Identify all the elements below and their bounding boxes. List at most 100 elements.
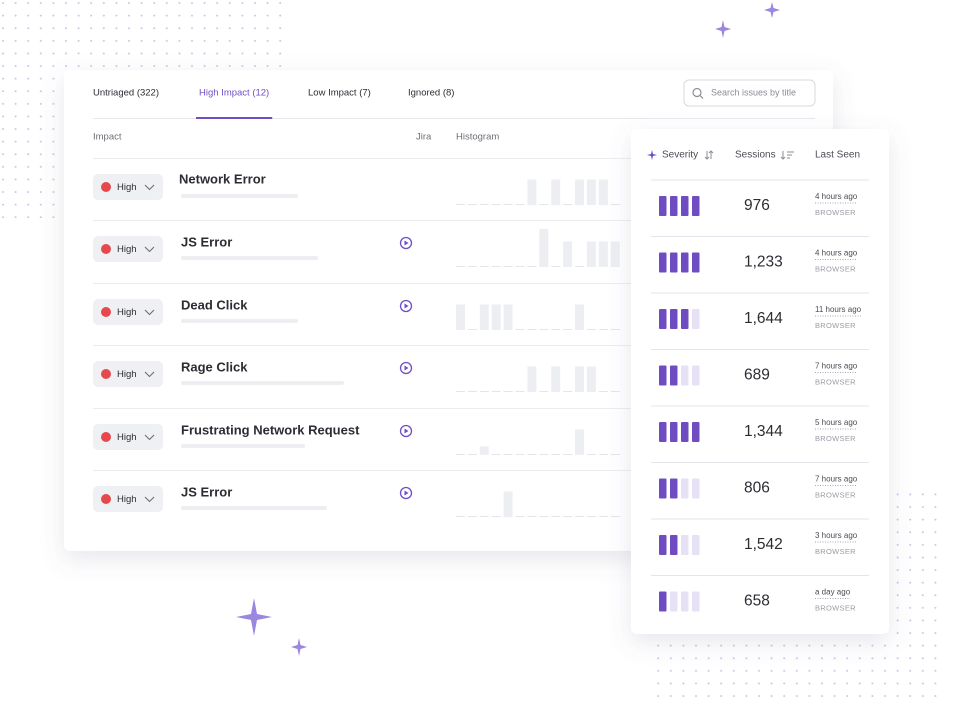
severity-segment [692, 365, 700, 386]
last-seen: 7 hours ago [815, 362, 858, 371]
histogram-bar [551, 266, 561, 267]
severity-segment [681, 422, 689, 442]
jira-icon [404, 490, 409, 496]
histogram-bar [503, 266, 513, 267]
histogram-bar [527, 266, 537, 267]
issue-title[interactable]: Rage Click [181, 359, 248, 374]
tab[interactable]: High Impact (12) [199, 88, 269, 99]
impact-pill[interactable] [93, 424, 163, 450]
histogram-bar [503, 391, 513, 392]
histogram-bar [503, 491, 513, 517]
severity-segment [670, 365, 678, 386]
histogram-bar [575, 304, 584, 330]
histogram-bar [515, 391, 525, 392]
histogram-bar [503, 204, 513, 205]
histogram-bar [563, 241, 573, 267]
histogram-bar [503, 454, 513, 455]
severity-card: Severity Sessions Last Seen 976 4 hours ago B… [631, 129, 889, 634]
histogram-bar [456, 391, 465, 392]
severity-segment [681, 252, 689, 273]
jira-icon [404, 365, 409, 371]
impact-label: High [117, 307, 137, 318]
impact-dot [101, 307, 111, 317]
histogram-bar [467, 454, 477, 455]
issue-title[interactable]: Network Error [179, 171, 266, 186]
sessions: 1,344 [744, 423, 783, 440]
histogram-bar [586, 329, 596, 330]
impact-pill[interactable] [93, 299, 163, 325]
histogram-bar [539, 516, 549, 517]
histogram-bar [586, 516, 596, 517]
histogram-bar [515, 204, 525, 205]
issue-title[interactable]: JS Error [181, 234, 232, 249]
histogram-bar [610, 204, 620, 205]
histogram-bar [586, 179, 596, 205]
histogram-bar [491, 204, 501, 205]
jira-icon[interactable] [399, 299, 413, 313]
histogram-bar [527, 366, 537, 392]
last-seen: a day ago [815, 588, 851, 597]
histogram-bar [515, 266, 525, 267]
severity-segment [681, 591, 689, 612]
issue-title[interactable]: Dead Click [181, 297, 248, 312]
histogram-bar [610, 329, 620, 330]
sessions: 689 [744, 367, 770, 384]
histogram-bar [598, 329, 608, 330]
jira-icon[interactable] [399, 486, 413, 500]
histogram-bar [456, 204, 465, 205]
impact-pill[interactable] [93, 486, 163, 512]
tab[interactable]: Untriaged (322) [93, 88, 159, 99]
impact-label: High [117, 182, 137, 193]
histogram-bar [551, 516, 561, 517]
issue-title[interactable]: Frustrating Network Request [181, 422, 360, 437]
impact-pill[interactable] [93, 361, 163, 387]
histogram-bar [575, 266, 584, 267]
chevron [144, 371, 155, 378]
jira-icon[interactable] [399, 361, 413, 375]
severity-segment [692, 196, 700, 216]
source: BROWSER [815, 547, 856, 556]
histogram-bar [515, 329, 525, 330]
tab[interactable]: Low Impact (7) [308, 88, 371, 99]
histogram-bar [563, 516, 573, 517]
search-box[interactable] [683, 79, 816, 107]
histogram-bar [456, 516, 465, 517]
severity-segment [692, 422, 700, 442]
histogram-bar [610, 516, 620, 517]
issue-title[interactable]: JS Error [181, 484, 232, 499]
tab[interactable]: Ignored (8) [408, 88, 454, 99]
severity-segment [659, 252, 667, 273]
histogram-bar [479, 204, 489, 205]
histogram-bar [563, 204, 573, 205]
last-seen: 4 hours ago [815, 249, 858, 258]
histogram-bar [503, 304, 513, 330]
last-seen: 5 hours ago [815, 418, 858, 427]
sessions: 658 [744, 593, 770, 610]
column-header: Impact [93, 132, 122, 143]
last-seen: 7 hours ago [815, 475, 858, 484]
histogram-bar [479, 304, 489, 330]
severity-segment [692, 591, 700, 612]
histogram-bar [456, 266, 465, 267]
column-header: Severity [662, 150, 698, 161]
histogram-bar [491, 304, 501, 330]
impact-pill[interactable] [93, 174, 163, 200]
severity-segment [659, 196, 667, 216]
jira-icon [404, 428, 409, 434]
histogram-bar [551, 454, 561, 455]
histogram-bar [491, 266, 501, 267]
severity-segment [670, 252, 678, 273]
histogram-bar [527, 516, 537, 517]
jira-icon[interactable] [399, 424, 413, 438]
chevron [144, 434, 155, 441]
impact-dot [101, 432, 111, 442]
severity-segment [670, 535, 678, 555]
column-header: Sessions [735, 150, 776, 161]
chevron [144, 246, 155, 253]
histogram-bar [467, 329, 477, 330]
impact-pill[interactable] [93, 236, 163, 262]
histogram-bar [598, 516, 608, 517]
sessions: 976 [744, 197, 770, 214]
severity-segment [659, 309, 667, 329]
jira-icon[interactable] [399, 236, 413, 250]
